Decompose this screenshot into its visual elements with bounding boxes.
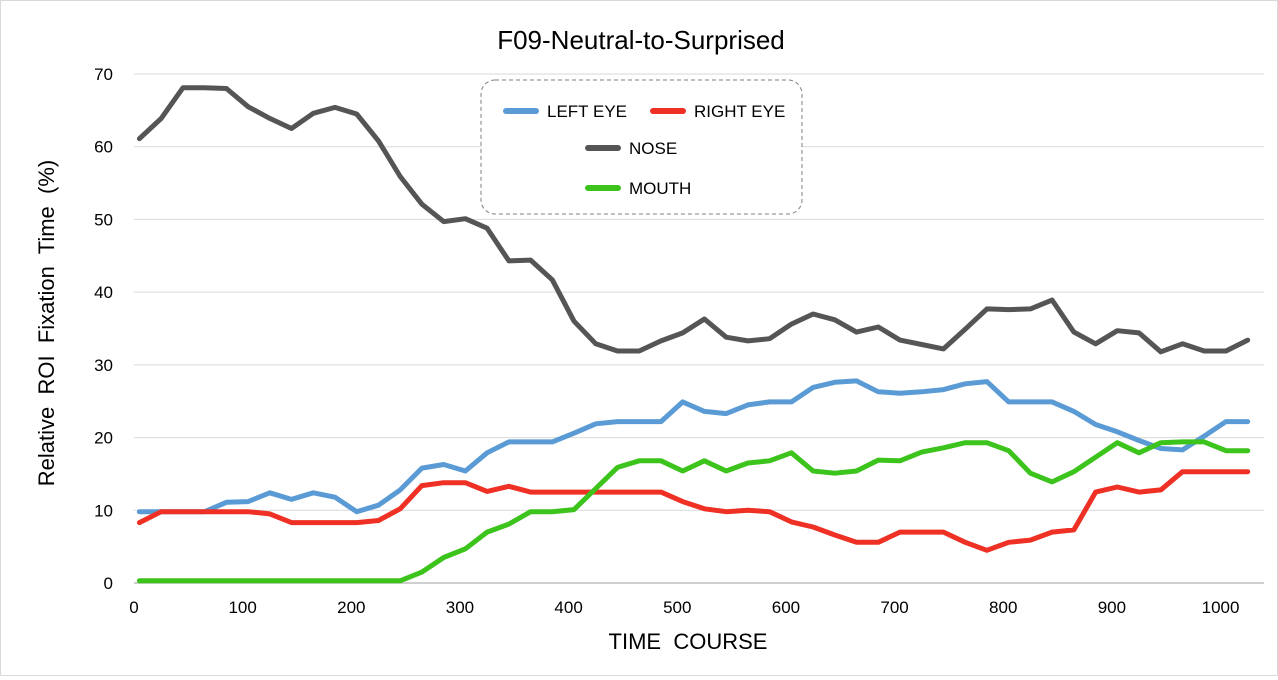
x-tick-label: 900	[1098, 598, 1126, 617]
x-tick-label: 800	[989, 598, 1017, 617]
chart-title: F09-Neutral-to-Surprised	[497, 25, 785, 55]
legend-label-nose: NOSE	[629, 139, 677, 158]
y-tick-labels: 0 10 20 30 40 50 60 70	[94, 65, 113, 593]
x-axis-title: TIME COURSE	[609, 629, 768, 654]
y-tick-label: 20	[94, 429, 113, 448]
series-line-nose	[136, 85, 1251, 355]
legend-label-right-eye: RIGHT EYE	[694, 102, 785, 121]
series-line-mouth	[136, 439, 1251, 584]
series-lines	[136, 85, 1251, 584]
x-tick-label: 1000	[1202, 598, 1240, 617]
x-tick-label: 300	[446, 598, 474, 617]
x-tick-label: 700	[880, 598, 908, 617]
x-tick-label: 200	[337, 598, 365, 617]
y-tick-label: 30	[94, 356, 113, 375]
x-tick-label: 100	[228, 598, 256, 617]
legend-label-mouth: MOUTH	[629, 179, 691, 198]
x-tick-label: 500	[663, 598, 691, 617]
x-tick-label: 600	[772, 598, 800, 617]
legend-box	[480, 79, 803, 215]
series-line-left-eye	[136, 378, 1251, 515]
series-line-right-eye	[136, 469, 1251, 553]
x-tick-label: 0	[129, 598, 138, 617]
y-tick-label: 40	[94, 283, 113, 302]
y-tick-label: 50	[94, 210, 113, 229]
legend: LEFT EYE RIGHT EYE NOSE MOUTH	[480, 79, 803, 215]
x-tick-label: 400	[554, 598, 582, 617]
x-tick-labels: 0 100 200 300 400 500 600 700 800 900 1000	[129, 598, 1239, 617]
legend-label-left-eye: LEFT EYE	[547, 102, 627, 121]
y-tick-label: 60	[94, 138, 113, 157]
y-axis-title: Relative ROI Fixation Time (%)	[34, 160, 59, 486]
y-tick-label: 10	[94, 501, 113, 520]
y-tick-label: 0	[104, 574, 113, 593]
y-tick-label: 70	[94, 65, 113, 84]
